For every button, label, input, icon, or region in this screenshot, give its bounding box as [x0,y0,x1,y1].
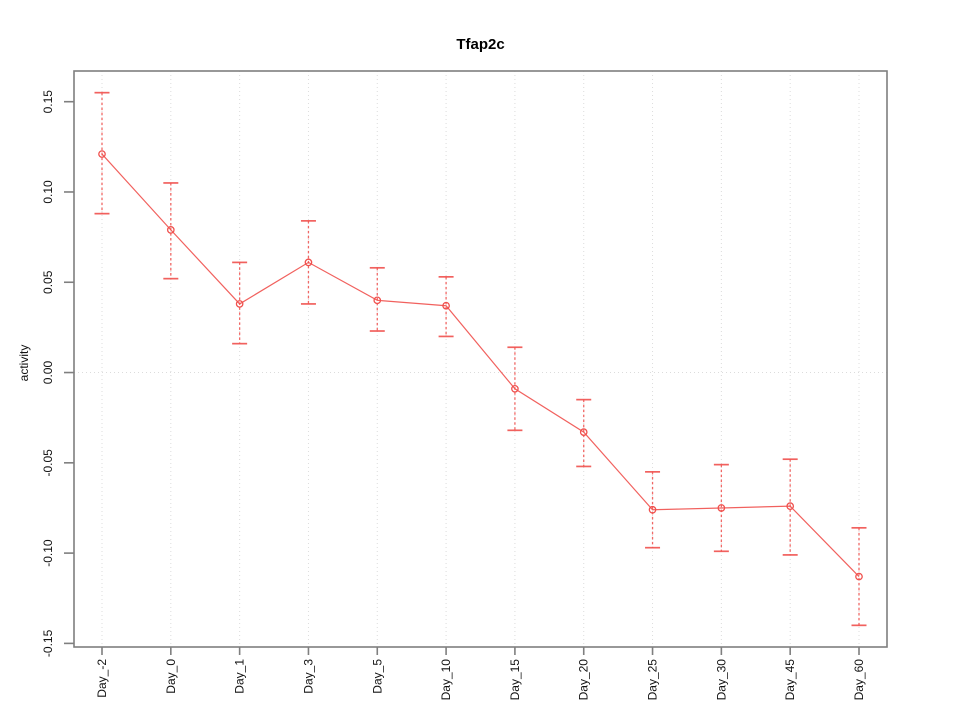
data-point-marker [511,384,519,393]
x-tick-label: Day_10 [439,659,453,701]
series-line [101,153,860,577]
x-tick-label: Day_5 [370,659,384,694]
plot-frame [73,70,888,648]
data-point-marker [98,150,106,158]
x-tick-label: Day_20 [577,659,591,701]
x-tick-label: Day_-2 [95,659,109,698]
data-point-marker [855,572,863,581]
x-tick-label: Day_45 [783,659,797,701]
data-point-marker [579,428,588,436]
y-tick-label: 0.10 [41,180,55,204]
data-point-marker [442,301,450,310]
chart-title: Tfap2c [456,36,505,53]
data-point-marker [304,258,313,267]
y-tick-label: 0.00 [41,361,55,385]
data-point-marker [166,226,175,234]
data-point-marker [235,300,244,308]
x-tick-label: Day_1 [233,659,247,694]
y-tick-label: -0.10 [41,539,55,567]
x-tick-label: Day_60 [852,659,866,701]
data-point-marker [786,502,795,511]
y-tick-label: 0.15 [41,90,55,114]
y-tick-label: 0.05 [41,270,55,294]
y-tick-label: -0.15 [41,629,55,657]
x-tick-label: Day_15 [508,659,522,701]
data-point-marker [717,504,726,512]
x-tick-label: Day_25 [646,659,660,701]
data-point-marker [648,505,657,514]
y-tick-label: -0.05 [41,449,55,477]
x-tick-label: Day_0 [164,659,178,694]
x-tick-label: Day_30 [714,659,728,701]
x-tick-label: Day_3 [301,659,315,694]
data-point-marker [373,296,382,305]
